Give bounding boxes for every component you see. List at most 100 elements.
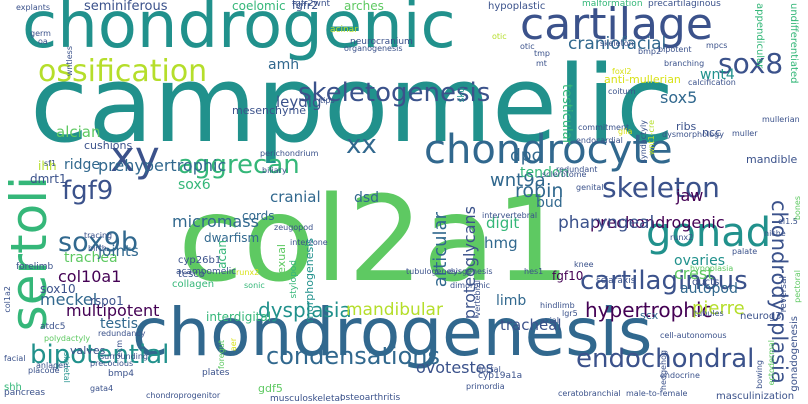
word: surrounding	[100, 352, 148, 361]
word: placode	[28, 366, 60, 375]
word: osteoarthritis	[340, 393, 401, 403]
word: cartilage	[520, 0, 713, 50]
word: wnt9a	[490, 170, 546, 191]
word: male-to-female	[626, 389, 688, 398]
word: ceratobranchial	[558, 389, 621, 398]
word: tubulogenesis	[406, 267, 463, 276]
word: fgf10	[552, 269, 584, 283]
word: wnt1-cre	[647, 120, 656, 156]
word: fgfr2wnt	[292, 0, 331, 9]
word: acampomelic	[176, 267, 237, 277]
word: seminiferous	[84, 0, 168, 14]
word: condensations	[266, 342, 440, 370]
word: amh	[268, 57, 300, 73]
word: biliary	[262, 166, 287, 175]
word: reversal	[779, 276, 789, 313]
word: dpc	[510, 146, 541, 166]
word: branching	[664, 59, 705, 68]
word: cyp26b1	[178, 255, 222, 266]
word: runx2	[670, 233, 694, 242]
word: hypoplasia	[690, 264, 734, 273]
word: syndactyly	[639, 120, 648, 164]
word: bmp4	[108, 369, 134, 379]
word: pectoral	[793, 270, 802, 303]
word: hypertrophic	[585, 298, 713, 322]
word: skull	[457, 82, 467, 103]
word: joints	[98, 242, 139, 260]
word: ductal	[476, 365, 501, 374]
word: cell-autonomous	[660, 331, 727, 340]
word: chondrogenic	[22, 0, 456, 63]
word: runx2	[236, 268, 260, 277]
word: sclerotome	[542, 170, 587, 179]
word: dysmorphology	[662, 130, 724, 139]
word: anlagen	[36, 361, 69, 370]
word: tracheal	[500, 316, 562, 334]
word: tmp	[534, 49, 551, 58]
word: malformation	[582, 0, 643, 9]
word: otic	[520, 42, 535, 51]
word: prehypertrophic	[98, 156, 227, 175]
word: calcification	[688, 78, 736, 87]
word: redundancy	[98, 329, 146, 338]
word: musculoskeletal	[270, 394, 343, 404]
word: prechondrogenic	[590, 213, 725, 232]
word: tips	[320, 96, 335, 105]
word: neurocranium	[350, 37, 413, 47]
word: cords	[242, 209, 275, 223]
word: ovaries	[674, 253, 725, 269]
word: ribs	[676, 120, 697, 133]
word: precartilaginous	[648, 0, 721, 9]
word: atdc5	[40, 322, 66, 332]
word: primordia	[466, 382, 505, 391]
word: niche	[764, 229, 786, 238]
word: vertebral	[473, 280, 482, 317]
word: alcian	[56, 123, 101, 141]
word: bmp2	[638, 47, 662, 56]
word: tubules	[694, 309, 724, 318]
word: mpcs	[706, 41, 728, 50]
word: interdigital	[206, 310, 272, 324]
word: polydactyly	[44, 334, 91, 343]
word: wnt4	[700, 67, 735, 83]
word: forelimb	[16, 262, 54, 272]
word: col2a1	[178, 170, 571, 308]
word: commitment	[578, 123, 630, 132]
word: pancreas	[4, 388, 46, 398]
word: pharyngeal	[558, 213, 655, 233]
word: hmg	[484, 234, 518, 252]
word: muller	[732, 129, 758, 138]
word: rspo1	[90, 294, 124, 308]
word: axial	[540, 316, 559, 325]
word: birth	[88, 244, 107, 253]
word: mt	[536, 59, 547, 68]
word: autopod	[680, 281, 738, 297]
word: dsd	[354, 190, 380, 206]
word: leydig	[276, 93, 322, 111]
word: cranial	[270, 188, 321, 206]
word: foxl2	[612, 67, 632, 76]
word: perichondrium	[260, 149, 319, 158]
word: sf1	[44, 159, 57, 168]
word: pierre	[692, 298, 745, 319]
word: ossification	[38, 54, 208, 89]
word: chondrogenesis	[132, 294, 653, 371]
word: bipotent	[658, 45, 692, 54]
word: plates	[202, 368, 230, 378]
word: aggrecan	[178, 150, 300, 180]
word: dysgenesis	[448, 267, 493, 276]
word: foregut	[217, 340, 226, 370]
word: facial	[4, 354, 26, 363]
word: micromass	[172, 212, 259, 231]
word: jaw	[676, 186, 704, 205]
word: dysplasia	[258, 298, 352, 322]
word: multipotent	[66, 301, 160, 320]
word: coelomic	[232, 0, 286, 13]
word: wntless	[65, 46, 74, 77]
word: hindlimb	[540, 301, 575, 310]
word: xy	[110, 132, 160, 181]
word: anti-mullerian	[604, 73, 681, 86]
word: gdf5	[258, 382, 283, 395]
word: gata4	[90, 384, 114, 393]
